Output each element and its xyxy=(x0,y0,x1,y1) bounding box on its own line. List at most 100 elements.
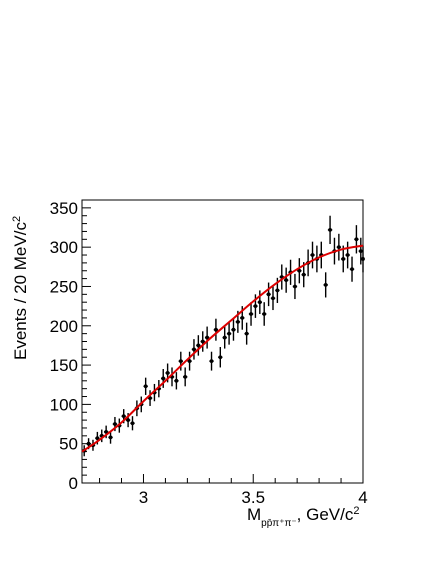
y-axis-title-main: Events / 20 MeV/c xyxy=(11,222,30,360)
data-marker xyxy=(121,414,126,419)
data-marker xyxy=(108,435,113,440)
data-marker xyxy=(231,327,236,332)
data-point xyxy=(222,326,227,349)
data-marker xyxy=(183,374,188,379)
data-marker xyxy=(297,268,302,273)
data-marker xyxy=(310,253,315,257)
data-marker xyxy=(345,253,350,257)
y-tick-label: 350 xyxy=(50,199,78,218)
y-tick-label: 150 xyxy=(50,356,78,375)
data-marker xyxy=(257,300,262,305)
data-marker xyxy=(262,312,267,316)
data-marker xyxy=(293,284,297,289)
data-marker xyxy=(187,359,192,364)
data-point xyxy=(336,233,342,261)
data-marker xyxy=(249,312,253,316)
data-point xyxy=(310,241,315,269)
data-marker xyxy=(253,304,258,309)
data-point xyxy=(226,322,232,345)
x-axis-title: Mpp̄π⁺π⁻, GeV/c2 xyxy=(247,505,359,529)
axis-ticks: 0 50 100 150 200 250 300 350 3 3.5 4 xyxy=(50,199,368,507)
y-tick-label: 100 xyxy=(50,395,78,414)
x-tick-label: 3.5 xyxy=(241,488,265,507)
data-point xyxy=(349,256,355,282)
data-point xyxy=(174,372,179,390)
data-point xyxy=(253,294,258,318)
data-marker xyxy=(205,335,210,340)
data-marker xyxy=(354,237,359,242)
x-axis-title-tail: , GeV/c xyxy=(297,505,354,524)
data-marker xyxy=(358,249,363,253)
data-marker xyxy=(218,355,223,360)
data-marker xyxy=(178,359,183,364)
data-point xyxy=(262,302,267,326)
data-marker xyxy=(341,257,346,261)
data-point xyxy=(156,380,162,398)
data-point xyxy=(360,245,365,273)
data-marker xyxy=(130,421,135,426)
data-point xyxy=(297,258,302,284)
y-tick-label: 300 xyxy=(50,238,78,257)
data-marker xyxy=(126,418,131,423)
data-point xyxy=(209,351,214,371)
data-point xyxy=(354,225,359,254)
data-point xyxy=(196,335,201,356)
data-marker xyxy=(196,343,201,348)
fit-curve xyxy=(81,244,364,453)
data-marker xyxy=(113,422,117,426)
x-axis-title-main: M xyxy=(247,505,261,524)
data-point xyxy=(204,326,210,349)
data-point xyxy=(191,339,197,360)
data-marker xyxy=(209,359,214,364)
data-marker xyxy=(284,278,289,283)
data-point xyxy=(283,267,289,293)
data-marker xyxy=(350,267,354,272)
data-point xyxy=(187,351,192,371)
data-marker xyxy=(143,384,148,389)
data-marker xyxy=(328,227,332,232)
data-point xyxy=(200,331,205,352)
data-point xyxy=(327,215,333,245)
data-point xyxy=(182,367,188,387)
data-marker xyxy=(86,441,91,446)
data-point xyxy=(279,264,284,290)
x-tick-label: 4 xyxy=(358,488,367,507)
data-marker xyxy=(95,436,100,441)
data-point xyxy=(130,416,135,431)
data-marker xyxy=(104,430,109,434)
y-tick-label: 50 xyxy=(59,435,78,454)
data-point xyxy=(257,290,263,314)
data-point xyxy=(345,241,350,269)
data-marker xyxy=(323,283,328,287)
data-marker xyxy=(244,331,249,336)
data-marker xyxy=(301,272,306,277)
data-marker xyxy=(174,378,179,383)
data-marker xyxy=(275,288,280,293)
data-marker xyxy=(235,319,240,324)
data-point xyxy=(341,245,346,273)
data-point xyxy=(244,322,249,345)
y-tick-label: 0 xyxy=(69,474,78,493)
data-marker xyxy=(271,296,275,301)
data-marker xyxy=(161,376,166,381)
data-point xyxy=(108,431,113,444)
data-marker xyxy=(214,327,218,332)
data-marker xyxy=(222,335,227,340)
y-axis-title: Events / 20 MeV/c2 xyxy=(11,216,30,360)
x-axis-title-sup: 2 xyxy=(353,505,359,517)
data-point xyxy=(358,237,363,265)
x-axis-title-sub: pp̄π⁺π⁻ xyxy=(261,518,296,529)
data-point xyxy=(266,282,271,307)
data-point xyxy=(270,286,276,311)
data-marker xyxy=(361,257,365,261)
data-marker xyxy=(200,339,205,344)
data-marker xyxy=(240,316,245,320)
data-marker xyxy=(227,331,231,336)
data-point xyxy=(161,369,166,388)
data-marker xyxy=(165,371,170,375)
data-point xyxy=(178,351,183,371)
data-point xyxy=(143,377,148,395)
data-point xyxy=(218,347,223,368)
data-point xyxy=(213,318,219,341)
